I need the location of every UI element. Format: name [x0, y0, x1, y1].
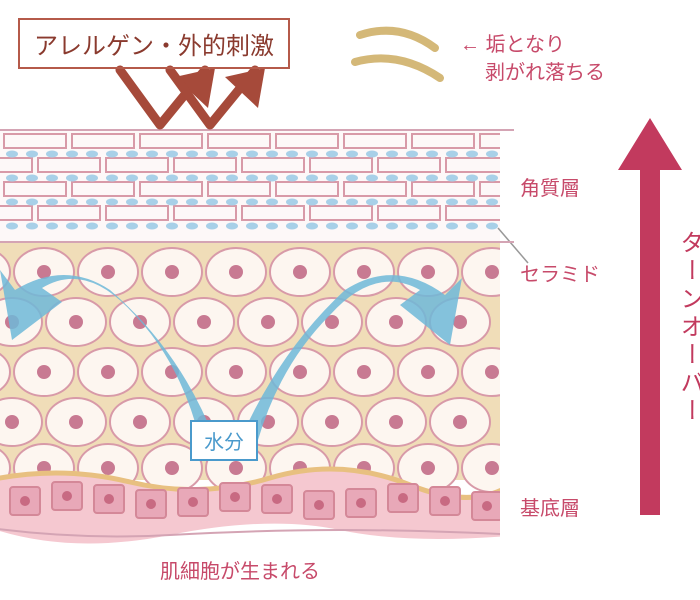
shed-flakes-icon [355, 31, 440, 78]
diagram-canvas: アレルゲン・外的刺激 ← 垢となり 剥がれ落ちる 角質層 セラミド 水分 基底層… [0, 0, 700, 600]
moisture-label: 水分 [204, 432, 244, 454]
title-box: アレルゲン・外的刺激 [18, 18, 290, 69]
epidermis-cells [0, 242, 522, 492]
title-text: アレルゲン・外的刺激 [34, 33, 274, 60]
moisture-box: 水分 [190, 420, 258, 461]
cell-born-label: 肌細胞が生まれる [160, 555, 320, 584]
skin-layers-svg [0, 0, 700, 600]
irritant-arrows-icon [120, 68, 265, 125]
stratum-corneum-label: 角質層 [520, 172, 580, 201]
turnover-label: ターンオーバー [672, 230, 700, 426]
shed-label-2: 剥がれ落ちる [485, 56, 605, 85]
shed-label-1: ← 垢となり [460, 28, 565, 57]
basal-label: 基底層 [520, 492, 580, 521]
ceramide-label: セラミド [520, 258, 600, 287]
stratum-corneum [0, 130, 542, 242]
